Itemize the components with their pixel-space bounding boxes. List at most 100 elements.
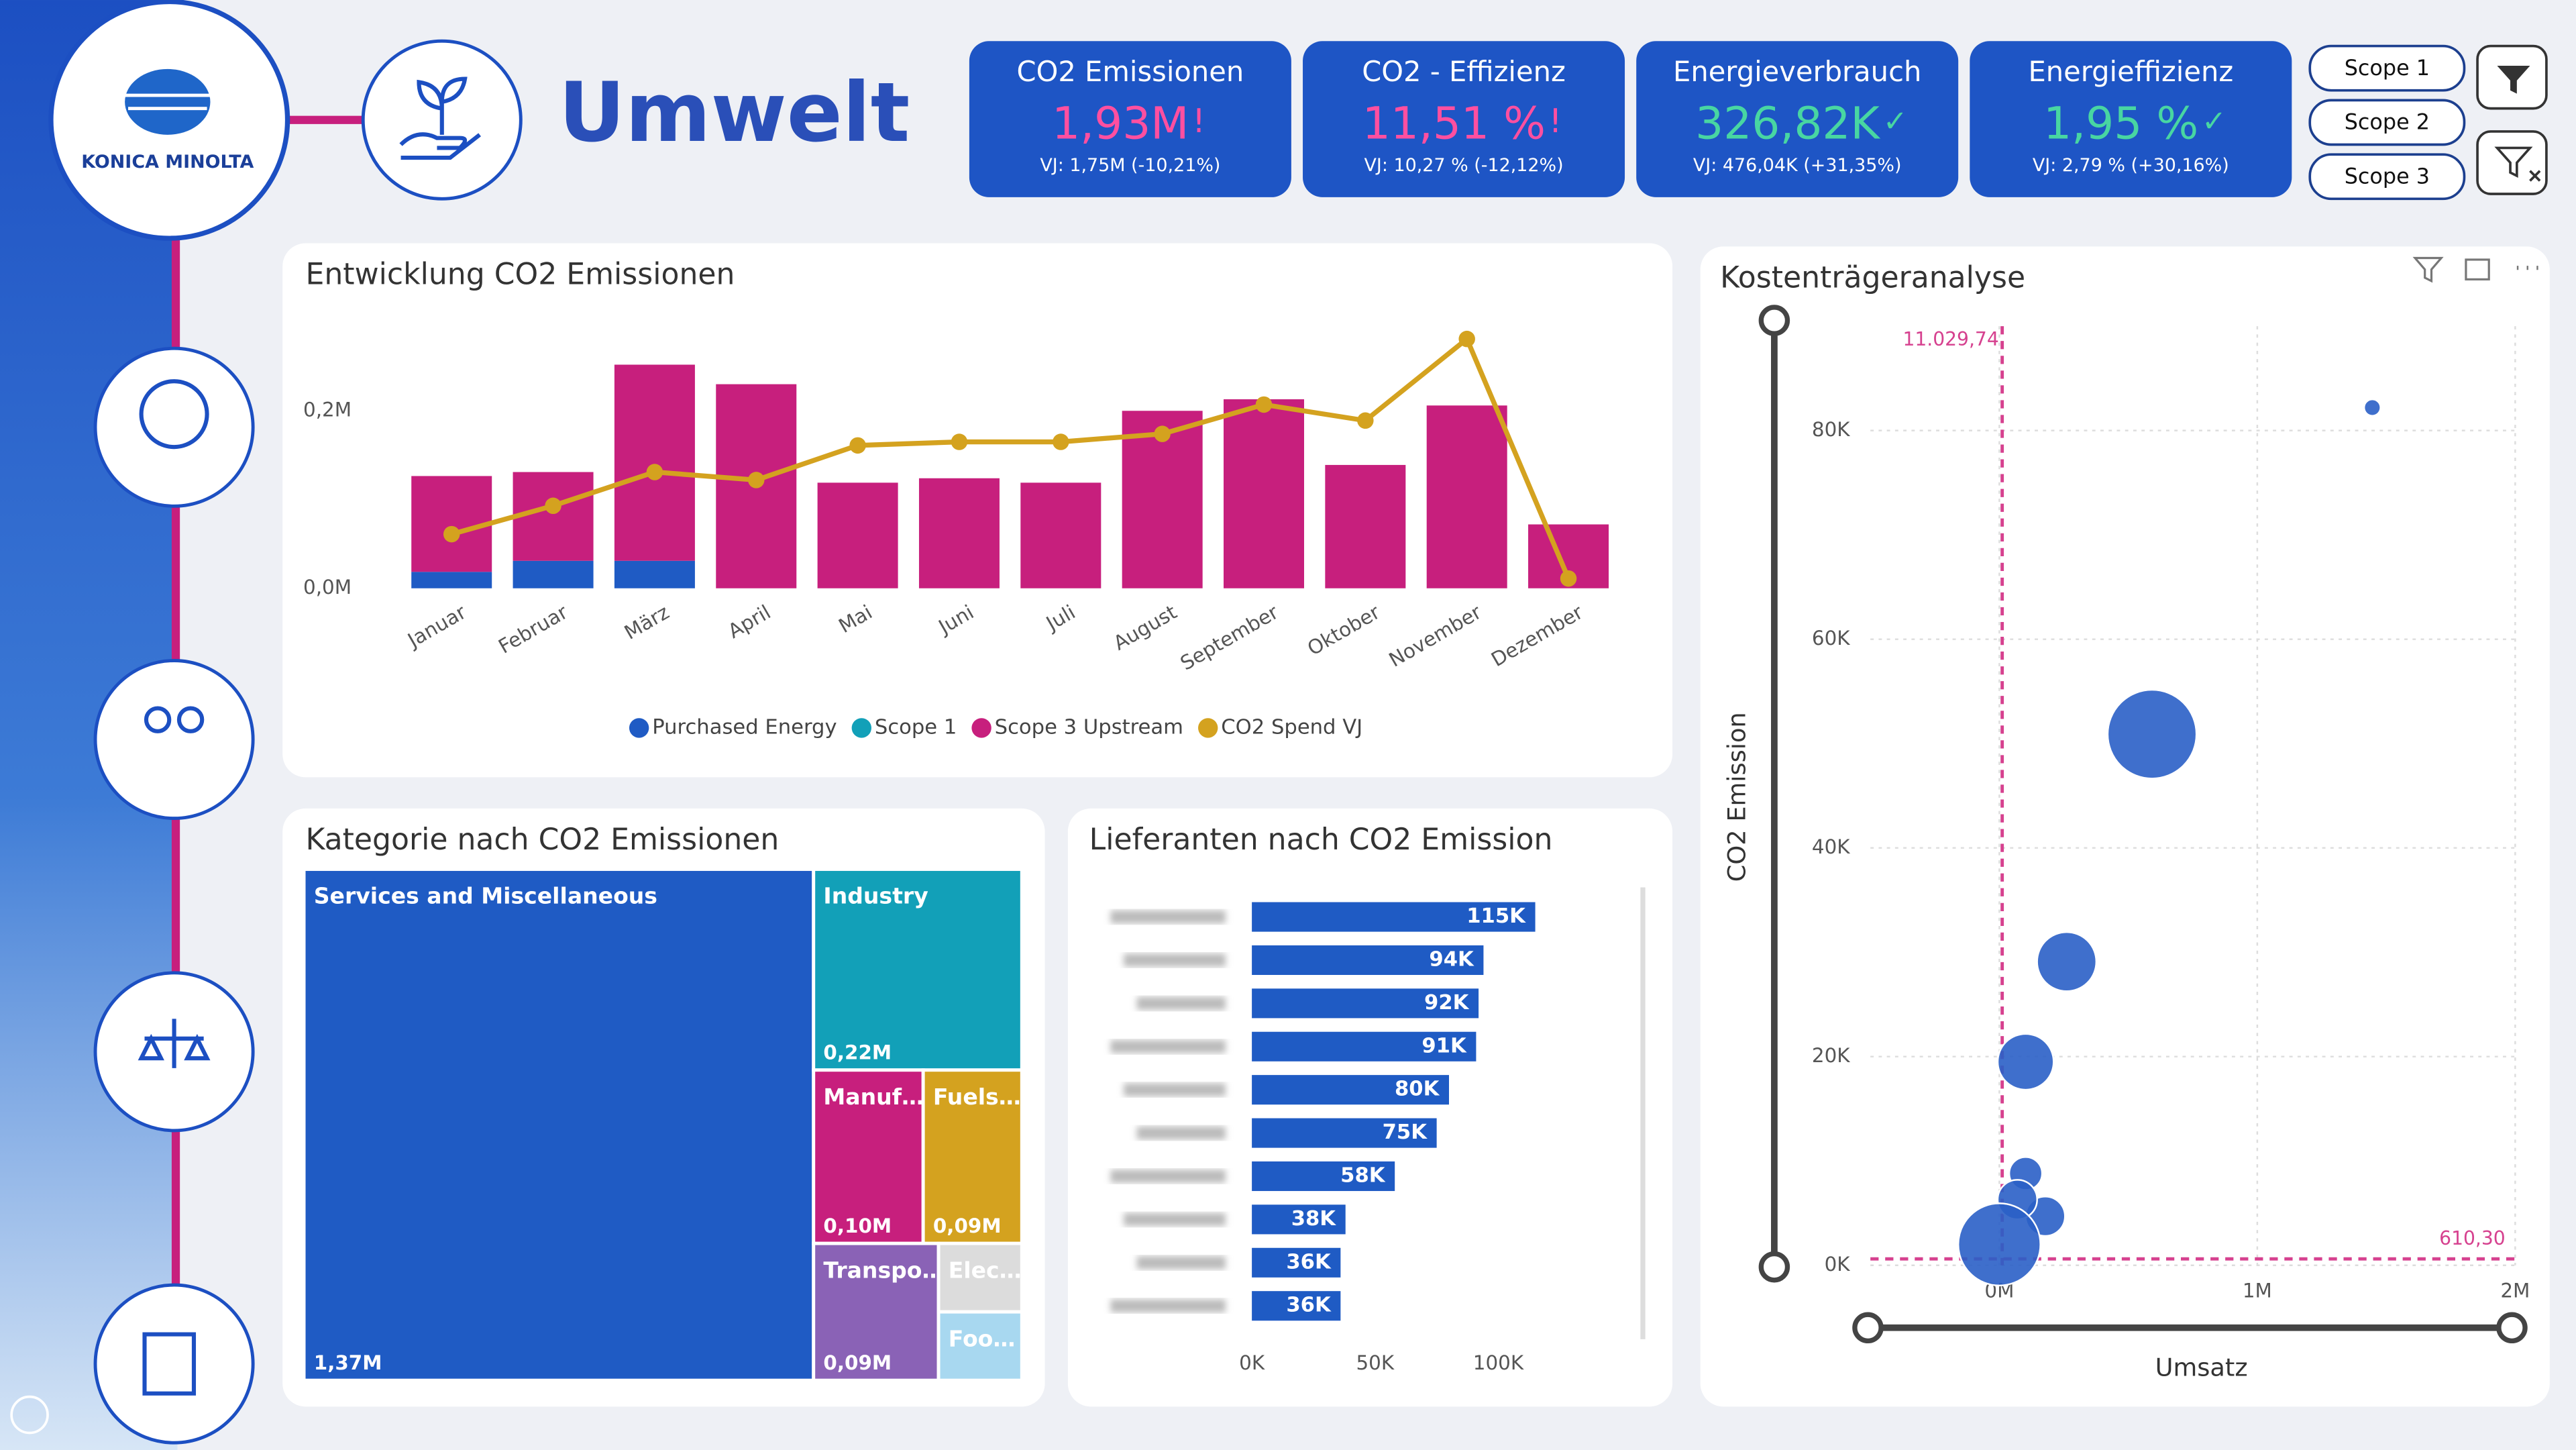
bar[interactable] <box>1252 1247 1341 1278</box>
bar[interactable] <box>1252 1118 1437 1148</box>
kpi-value: 11,51 % <box>1362 98 1546 150</box>
reference-label: 610,30 <box>2439 1227 2506 1249</box>
tile-value: 1,37M <box>314 1351 382 1374</box>
info-button[interactable] <box>10 1395 49 1435</box>
reference-label: 11.029,74 <box>1902 328 1998 350</box>
bar-segment <box>1020 482 1102 588</box>
slider-handle[interactable] <box>2496 1312 2528 1344</box>
treemap-tile[interactable] <box>936 1310 1024 1382</box>
bar-segment <box>411 476 492 572</box>
value-label: 36K <box>1286 1294 1332 1317</box>
kpi-value: 1,93M <box>1052 98 1189 150</box>
scope-button[interactable] <box>2308 153 2466 201</box>
filter-icon[interactable] <box>2412 256 2444 283</box>
tile-label: Industry <box>823 883 928 909</box>
legend-label[interactable]: CO2 Spend VJ <box>1221 715 1362 739</box>
kpi-previous: VJ: 1,75M (-10,21%) <box>1040 155 1220 176</box>
y-tick-label: 80K <box>1812 418 1850 441</box>
line-point <box>443 525 460 543</box>
name-placeholder <box>1136 1126 1226 1140</box>
tile-value: 0,10M <box>823 1214 892 1237</box>
legend-marker <box>851 718 872 738</box>
kpi-value: 326,82K <box>1695 98 1880 150</box>
tile-value: 0,22M <box>823 1041 892 1064</box>
clear-filter-button[interactable] <box>2476 130 2548 195</box>
kpi-previous: VJ: 476,04K (+31,35%) <box>1693 155 1902 176</box>
kpi-value: 1,95 % <box>2043 98 2198 150</box>
legend-marker <box>629 718 649 738</box>
treemap-tile[interactable] <box>302 868 816 1382</box>
kpi-flag: ✓ <box>1883 105 1908 139</box>
legend-marker <box>971 718 991 738</box>
hand-icon <box>399 132 481 160</box>
value-label: 75K <box>1383 1121 1428 1144</box>
bar[interactable] <box>1252 902 1536 932</box>
treemap-tile[interactable] <box>812 868 1024 1072</box>
legend-label[interactable]: Scope 3 Upstream <box>995 715 1183 739</box>
bar[interactable] <box>1252 988 1479 1019</box>
line-point <box>849 437 866 454</box>
treemap-tile[interactable] <box>921 1068 1024 1245</box>
legend-label[interactable]: Scope 1 <box>875 715 957 739</box>
filter-icon <box>2497 65 2530 94</box>
nav <box>10 346 255 1445</box>
bar[interactable] <box>1252 1161 1395 1192</box>
logo-text: KONICA MINOLTA <box>81 152 254 172</box>
panel <box>1067 808 1673 1407</box>
bubble[interactable] <box>2363 398 2381 417</box>
scope-button[interactable] <box>2308 99 2466 146</box>
focus-icon[interactable] <box>2465 258 2490 280</box>
nav-icon <box>142 1332 197 1396</box>
bar[interactable] <box>1252 945 1484 975</box>
kpi-flag: ! <box>1192 102 1205 140</box>
legend-marker <box>1198 718 1218 738</box>
kpi-card <box>1303 41 1625 197</box>
slider-handle[interactable] <box>1758 305 1790 336</box>
value-label: 38K <box>1291 1207 1337 1231</box>
bubble[interactable] <box>1996 1033 2055 1091</box>
bubble[interactable] <box>2036 931 2098 992</box>
value-label: 91K <box>1421 1034 1467 1057</box>
tile-label: Foo… <box>949 1325 1016 1351</box>
line-point <box>1357 412 1374 429</box>
bar[interactable] <box>1252 1031 1477 1061</box>
treemap-tile[interactable] <box>936 1241 1024 1314</box>
y-axis-title: CO2 Emission <box>1723 712 1752 882</box>
scope-button[interactable] <box>2308 44 2466 92</box>
slider-handle[interactable] <box>1852 1312 1884 1344</box>
kpi-card <box>969 41 1291 197</box>
line-point <box>748 472 765 488</box>
chart-title: Kostenträgeranalyse <box>1720 260 2025 295</box>
tile-value: 0,09M <box>823 1351 892 1374</box>
bar-segment <box>1224 399 1304 588</box>
kpi-flag: ! <box>1549 102 1562 140</box>
bar[interactable] <box>1252 1204 1346 1235</box>
legend-label[interactable]: Purchased Energy <box>652 715 837 739</box>
bar[interactable] <box>1252 1075 1449 1105</box>
x-tick-label: 1M <box>2243 1279 2272 1302</box>
tile-label: Transpo… <box>823 1257 944 1283</box>
nav-icon <box>176 706 205 733</box>
tile-label: Manuf… <box>823 1084 924 1110</box>
line-point <box>1560 570 1577 587</box>
kpi-previous: VJ: 2,79 % (+30,16%) <box>2033 155 2229 176</box>
name-placeholder <box>1110 1170 1226 1183</box>
line-point <box>1255 396 1273 413</box>
bar-segment <box>411 572 492 588</box>
kpi-card <box>1636 41 1959 197</box>
bar[interactable] <box>1252 1291 1341 1321</box>
nav-finance[interactable] <box>93 1283 255 1445</box>
bubble[interactable] <box>2106 688 2198 780</box>
y-tick-label: 0K <box>1825 1253 1851 1276</box>
bubble[interactable] <box>1957 1202 2041 1287</box>
tile-value: 0,09M <box>933 1214 1002 1237</box>
slider-handle[interactable] <box>1758 1251 1790 1283</box>
x-tick-label: 0K <box>1239 1351 1265 1374</box>
nav-social[interactable] <box>93 659 255 821</box>
line-point <box>1154 425 1171 442</box>
line-point <box>951 433 968 450</box>
nav-earth[interactable] <box>93 346 255 508</box>
panel <box>1700 246 2550 1407</box>
value-label: 58K <box>1340 1163 1386 1187</box>
